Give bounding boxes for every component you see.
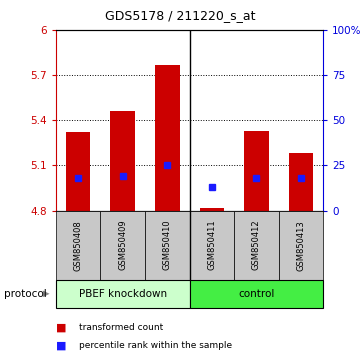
Text: ■: ■ (56, 340, 66, 350)
Bar (200, 209, 224, 211)
Text: GDS5178 / 211220_s_at: GDS5178 / 211220_s_at (105, 9, 256, 22)
Bar (66, 132, 91, 211)
Text: ■: ■ (56, 322, 66, 332)
Text: transformed count: transformed count (79, 323, 164, 332)
Text: GSM850412: GSM850412 (252, 220, 261, 270)
Bar (244, 131, 269, 211)
Text: GSM850413: GSM850413 (296, 220, 305, 270)
Text: percentile rank within the sample: percentile rank within the sample (79, 341, 232, 350)
Bar (234, 211, 279, 280)
Text: GSM850411: GSM850411 (207, 220, 216, 270)
Bar (279, 211, 323, 280)
Text: GSM850408: GSM850408 (74, 220, 83, 270)
Text: protocol: protocol (4, 289, 46, 299)
Bar (190, 211, 234, 280)
Bar (56, 211, 100, 280)
Text: GSM850410: GSM850410 (163, 220, 172, 270)
Bar (288, 153, 313, 211)
Bar (155, 65, 179, 211)
Bar (190, 280, 323, 308)
Bar (145, 211, 190, 280)
Text: PBEF knockdown: PBEF knockdown (79, 289, 167, 299)
Bar (56, 280, 190, 308)
Text: GSM850409: GSM850409 (118, 220, 127, 270)
Bar (110, 111, 135, 211)
Text: control: control (238, 289, 274, 299)
Bar (100, 211, 145, 280)
